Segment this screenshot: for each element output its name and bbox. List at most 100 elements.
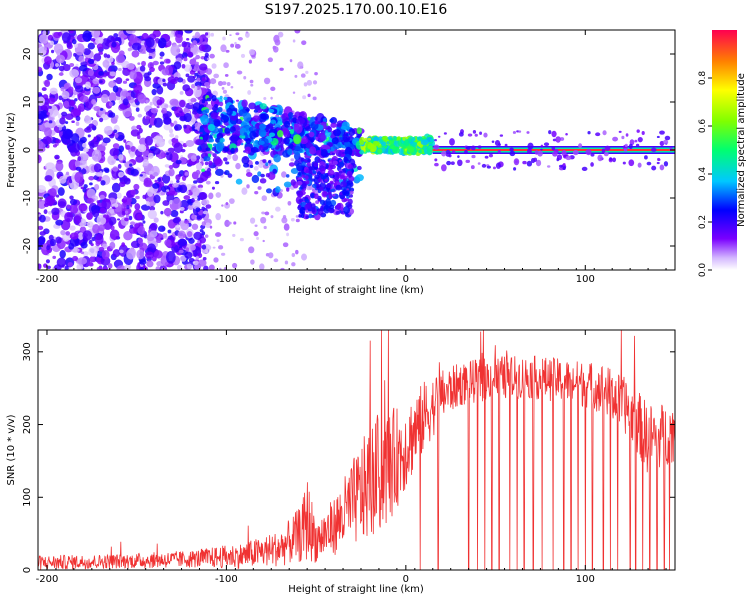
spectrogram-blob xyxy=(303,82,308,87)
snr-ylabel: SNR (10 * v/v) xyxy=(6,414,17,485)
spectrogram-blob xyxy=(96,200,101,204)
spectrogram-blob xyxy=(234,147,239,153)
spectrogram-blob xyxy=(572,149,579,156)
spectrogram-blob xyxy=(88,175,95,181)
spectrogram-blob xyxy=(390,138,394,141)
spectrogram-blob xyxy=(208,138,215,143)
spectrogram-blob xyxy=(112,143,120,149)
spectrogram-blob xyxy=(43,263,48,268)
spectrogram-blob xyxy=(147,209,157,220)
spectrogram-blob xyxy=(283,137,290,145)
spectrogram-blob xyxy=(260,173,265,178)
spectrogram-blob xyxy=(624,143,628,148)
spectrogram-blob xyxy=(121,90,130,97)
spectrogram-blob xyxy=(201,77,206,81)
spectrogram-blob xyxy=(193,231,203,240)
spectrogram-blob xyxy=(377,148,383,154)
spectrogram-blob xyxy=(156,99,163,106)
spectrogram-blob xyxy=(159,56,163,60)
spectrogram-blob xyxy=(55,219,64,226)
spectrogram-blob xyxy=(265,188,273,194)
spectrogram-blob xyxy=(267,123,274,130)
spectrogram-blob xyxy=(179,99,186,108)
spectrogram-blob xyxy=(262,159,267,164)
spectrogram-blob xyxy=(245,138,251,145)
spectrogram-blob xyxy=(509,147,514,152)
spectrogram-blob xyxy=(237,36,243,41)
spectrogram-blob xyxy=(332,160,338,166)
spectrogram-blob xyxy=(174,106,184,117)
spectrogram-blob xyxy=(190,97,197,103)
spectrogram-blob xyxy=(88,261,94,267)
spectrogram-blob xyxy=(124,217,129,222)
spectrogram-blob xyxy=(219,137,225,143)
spectrogram-blob xyxy=(216,141,225,152)
spectrogram-blob xyxy=(202,124,208,128)
spectrogram-blob xyxy=(225,49,230,53)
spectrogram-blob xyxy=(161,68,170,76)
spectrogram-blob xyxy=(225,202,229,206)
spectrogram-blob xyxy=(312,183,317,189)
spectrogram-blob xyxy=(178,249,184,254)
spectrogram-blob xyxy=(152,182,160,189)
spectrogram-blob xyxy=(144,251,155,259)
spectrogram-blob xyxy=(222,36,226,41)
spectrogram-blob xyxy=(108,209,115,214)
spectrogram-blob xyxy=(446,160,452,166)
spectrogram-blob xyxy=(164,164,170,168)
spectrogram-blob xyxy=(59,117,66,125)
colorbar-tick-label: 0.2 xyxy=(698,215,708,229)
spectrogram-blob xyxy=(209,135,213,139)
spectrogram-blob xyxy=(411,142,418,146)
spectrogram-blob xyxy=(488,153,494,158)
spectrogram-blob xyxy=(477,162,481,165)
spectrogram-blob xyxy=(92,78,99,85)
spectrogram-blob xyxy=(168,164,174,170)
spectrogram-blob xyxy=(659,130,665,135)
spectrogram-blob xyxy=(304,198,310,204)
spectrogram-blob xyxy=(133,84,143,94)
spectrogram-blob xyxy=(60,86,65,92)
spectrogram-blob xyxy=(197,184,204,189)
spectrogram-blob xyxy=(93,163,102,173)
spectrogram-blob xyxy=(66,139,71,144)
spectrogram-blob xyxy=(195,207,201,213)
spectrogram-blob xyxy=(176,179,180,183)
spectrogram-blob xyxy=(250,83,254,87)
spectrogram-blob xyxy=(298,198,303,203)
spectrogram-blob xyxy=(441,150,447,157)
spectrogram-blob xyxy=(211,94,217,102)
spectrogram-blob xyxy=(173,142,183,154)
spectrogram-blob xyxy=(355,174,364,182)
spectrogram-blob xyxy=(83,184,88,189)
spectrogram-blob xyxy=(562,166,566,171)
spectrogram-blob xyxy=(149,230,158,238)
spectrogram-blob xyxy=(109,241,116,250)
spectrogram-blob xyxy=(91,98,97,105)
spectrogram-blob xyxy=(79,136,87,143)
spectrogram-blob xyxy=(472,130,477,134)
spectrogram-blob xyxy=(61,90,70,100)
spectrogram-blob xyxy=(153,217,159,223)
spectrogram-blob xyxy=(223,96,228,101)
spectrogram-blob xyxy=(230,85,234,89)
spectrogram-blob xyxy=(208,192,214,200)
spectrogram-blob xyxy=(162,82,168,87)
spectrogram-blob xyxy=(122,80,128,84)
spectrogram-blob xyxy=(267,143,273,149)
spectrogram-blob xyxy=(185,247,190,252)
spectrogram-blob xyxy=(289,59,293,63)
spectrogram-blob xyxy=(155,266,160,270)
spectrogram-blob xyxy=(204,32,209,36)
spectrogram-blob xyxy=(187,51,194,58)
spectrogram-blob xyxy=(546,165,551,168)
spectrogram-blob xyxy=(294,74,298,78)
spectrogram-blob xyxy=(219,124,224,128)
spectrogram-blob xyxy=(55,236,62,244)
spectrogram-blob xyxy=(329,180,334,184)
spectrogram-blob xyxy=(102,266,109,270)
spectrogram-blob xyxy=(188,237,195,244)
spectrogram-blob xyxy=(211,63,217,69)
spectrogram-blob xyxy=(183,57,188,62)
spectrogram-blob xyxy=(65,171,70,176)
